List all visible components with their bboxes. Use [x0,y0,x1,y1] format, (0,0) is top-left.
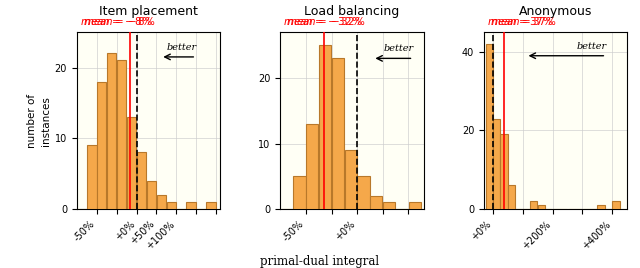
Bar [538,205,545,209]
Bar [97,82,106,209]
Bar [117,61,126,209]
Bar [87,145,97,209]
Text: better: better [383,44,413,53]
Title: Item placement: Item placement [99,5,198,18]
Title: Load balancing: Load balancing [305,5,399,18]
Text: $\mathit{mean{=}37\%}$: $\mathit{mean{=}37\%}$ [487,15,554,27]
Bar [357,176,370,209]
Bar [508,185,515,209]
Bar [370,196,383,209]
Title: Anonymous: Anonymous [519,5,592,18]
Bar [500,134,508,209]
Text: $\mathit{mean=-8\%}$: $\mathit{mean=-8\%}$ [83,15,156,27]
Bar [137,152,147,209]
Bar [344,150,357,209]
Bar [157,195,166,209]
Bar [486,44,493,209]
Bar [147,181,156,209]
Bar [306,124,319,209]
Text: primal-dual integral: primal-dual integral [260,255,380,268]
Text: $\mathit{mean=-32\%}$: $\mathit{mean=-32\%}$ [286,15,365,27]
Text: better: better [576,42,606,51]
Bar [598,205,605,209]
Bar [531,201,538,209]
Bar [493,119,500,209]
Bar [166,202,176,209]
Bar [107,53,116,209]
Bar [186,202,196,209]
Bar [319,45,332,209]
Bar [293,176,306,209]
Bar [408,203,421,209]
Bar [332,58,344,209]
Text: $\mathit{mean=37\%}$: $\mathit{mean=37\%}$ [490,15,556,27]
Text: better: better [166,43,196,52]
Bar [127,117,136,209]
Y-axis label: number of
instances: number of instances [26,94,51,148]
Text: $\mathit{mean{=}-32\%}$: $\mathit{mean{=}-32\%}$ [284,15,362,27]
Bar [383,203,396,209]
Bar [612,201,620,209]
Text: $\mathit{mean{=}-8\%}$: $\mathit{mean{=}-8\%}$ [79,15,152,27]
Text: $\frac{\gamma_{i\hat{c}}-\gamma_{ic}}{\gamma_{ic}}$: $\frac{\gamma_{i\hat{c}}-\gamma_{ic}}{\g… [303,267,337,268]
Bar [206,202,216,209]
